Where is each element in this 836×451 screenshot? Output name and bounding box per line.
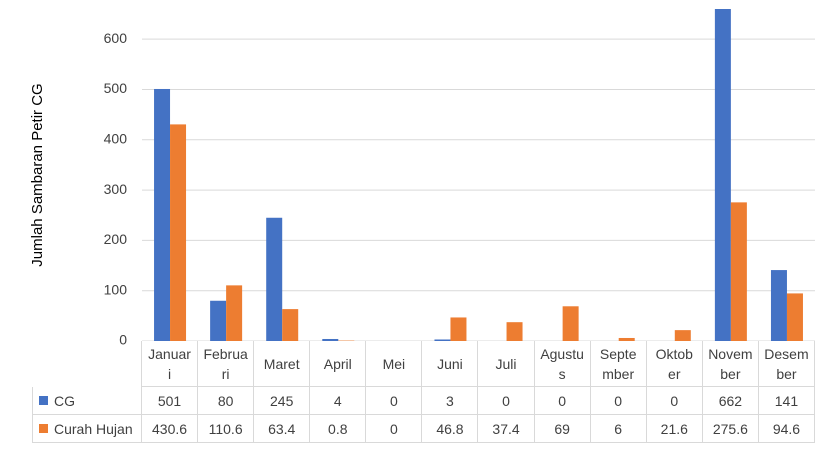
table-value: 63.4 (254, 415, 311, 443)
table-value: 6 (590, 415, 647, 443)
x-tick-label: Februari (198, 341, 255, 387)
x-tick-label: April (310, 341, 367, 387)
y-axis-title: Jumlah Sambaran Petir CG (29, 83, 46, 266)
table-value: 69 (534, 415, 591, 443)
y-tick-label: 600 (104, 30, 128, 46)
table-value: 0 (534, 387, 591, 415)
table-value: 245 (254, 387, 311, 415)
legend-entry: Curah Hujan (32, 415, 142, 443)
table-value: 110.6 (198, 415, 255, 443)
table-value: 0 (646, 387, 703, 415)
table-value: 80 (198, 387, 255, 415)
bar (730, 202, 747, 341)
plot-area (142, 9, 815, 341)
x-tick-label: Juli (478, 341, 535, 387)
table-value: 141 (758, 387, 815, 415)
legend-entry: CG (32, 387, 142, 415)
table-value: 3 (422, 387, 479, 415)
bar (170, 124, 187, 341)
x-tick-label: Januari (142, 341, 199, 387)
bar (618, 337, 635, 341)
bar (154, 88, 171, 341)
x-tick-label: Desember (758, 341, 815, 387)
table-value: 0 (366, 387, 423, 415)
legend-label: Curah Hujan (54, 420, 133, 437)
table-value: 662 (702, 387, 759, 415)
table-value: 275.6 (702, 415, 759, 443)
table-corner (32, 341, 142, 387)
table-value: 501 (142, 387, 199, 415)
bar (282, 309, 299, 341)
table-value: 94.6 (758, 415, 815, 443)
x-tick-label: Oktober (646, 341, 703, 387)
y-tick-label: 400 (104, 130, 128, 146)
bar (226, 285, 243, 341)
bar (266, 217, 283, 341)
x-tick-label: November (702, 341, 759, 387)
bar (506, 322, 523, 341)
x-tick-label: Mei (366, 341, 423, 387)
legend-key (39, 396, 48, 405)
data-table: Januari Februari Maret April Mei Juni Juli Agus… (32, 341, 815, 443)
table-value: 4 (310, 387, 367, 415)
legend-key (39, 424, 48, 433)
bar (562, 306, 579, 341)
table-value: 0 (366, 415, 423, 443)
bar (786, 293, 803, 341)
y-tick-label: 500 (104, 80, 128, 96)
table-value: 46.8 (422, 415, 479, 443)
x-tick-label: Juni (422, 341, 479, 387)
bar (450, 317, 467, 341)
bar (674, 330, 691, 341)
table-value: 0 (590, 387, 647, 415)
x-tick-label: Maret (254, 341, 311, 387)
bar (322, 338, 339, 341)
bar (770, 270, 787, 341)
bar (210, 300, 227, 341)
x-tick-label: Agustus (534, 341, 591, 387)
y-tick-label: 100 (104, 281, 128, 297)
table-value: 21.6 (646, 415, 703, 443)
table-value: 0.8 (310, 415, 367, 443)
table-value: 37.4 (478, 415, 535, 443)
legend-label: CG (54, 392, 75, 409)
y-tick-label: 300 (104, 181, 128, 197)
x-tick-label: September (590, 341, 647, 387)
y-tick-label: 0 (119, 332, 127, 348)
table-value: 430.6 (142, 415, 199, 443)
bar (434, 339, 451, 341)
table-value: 0 (478, 387, 535, 415)
y-tick-label: 200 (104, 231, 128, 247)
bar (714, 9, 731, 341)
